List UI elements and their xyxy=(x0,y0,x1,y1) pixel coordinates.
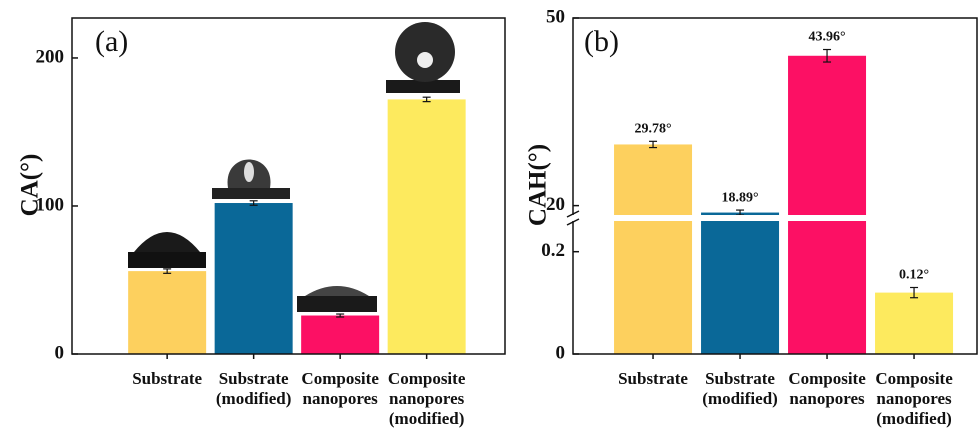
y-tick-label: 200 xyxy=(36,46,65,67)
x-tick-label-line: Composite xyxy=(388,369,466,388)
y-tick-label: 50 xyxy=(546,6,565,27)
droplet-platform xyxy=(386,80,460,93)
x-tick-label-line: nanopores xyxy=(303,389,379,408)
x-tick-label-line: Substrate xyxy=(705,369,775,388)
x-tick-label-line: (modified) xyxy=(876,409,952,428)
x-tick-label-line: (modified) xyxy=(389,409,465,428)
page: {"chart_data": [ {"type": "bar", "panel_… xyxy=(0,0,979,437)
bar xyxy=(614,144,692,354)
x-tick-label: Substrate(modified) xyxy=(216,369,292,408)
bar xyxy=(388,99,466,354)
x-tick-label-line: Composite xyxy=(788,369,866,388)
axis-break-gap xyxy=(575,215,977,221)
x-tick-label-line: Composite xyxy=(301,369,379,388)
x-tick-label: Substrate(modified) xyxy=(702,369,778,408)
value-label: 18.89° xyxy=(721,190,758,205)
droplet xyxy=(305,286,369,296)
panel-label: (a) xyxy=(95,25,128,58)
droplet-platform xyxy=(297,296,377,312)
x-tick-label-line: nanopores xyxy=(876,389,952,408)
bar xyxy=(215,203,293,354)
value-label: 0.12° xyxy=(899,268,929,283)
axis-break-cover xyxy=(570,215,576,221)
x-tick-label-line: (modified) xyxy=(216,389,292,408)
bar xyxy=(875,293,953,354)
droplet-platform xyxy=(128,252,206,268)
y-axis-label: CA(°) xyxy=(17,154,44,217)
y-tick-label: 0 xyxy=(556,342,566,363)
value-label: 29.78° xyxy=(634,122,671,137)
x-tick-label-line: nanopores xyxy=(789,389,865,408)
x-tick-label-line: nanopores xyxy=(389,389,465,408)
x-tick-label-line: Substrate xyxy=(132,369,202,388)
x-tick-label-line: (modified) xyxy=(702,389,778,408)
panel-label: (b) xyxy=(584,25,619,58)
bar xyxy=(128,271,206,354)
x-tick-label-line: Composite xyxy=(875,369,953,388)
y-tick-label: 0 xyxy=(55,342,65,363)
droplet-platform xyxy=(212,188,290,199)
figure: 56°Substrate102°Substrate(modified)26°Co… xyxy=(0,0,979,437)
bar xyxy=(301,316,379,354)
bar xyxy=(788,56,866,354)
x-tick-label-line: Substrate xyxy=(219,369,289,388)
y-axis-label: CAH(°) xyxy=(525,144,552,226)
x-tick-label: Substrate xyxy=(132,369,202,388)
droplet-highlight xyxy=(417,52,433,68)
x-tick-label-line: Substrate xyxy=(618,369,688,388)
bar xyxy=(701,213,779,354)
y-tick-label: 0.2 xyxy=(541,240,565,261)
droplet-highlight xyxy=(244,162,254,182)
droplet xyxy=(134,232,200,252)
value-label: 43.96° xyxy=(808,30,845,45)
x-tick-label: Substrate xyxy=(618,369,688,388)
